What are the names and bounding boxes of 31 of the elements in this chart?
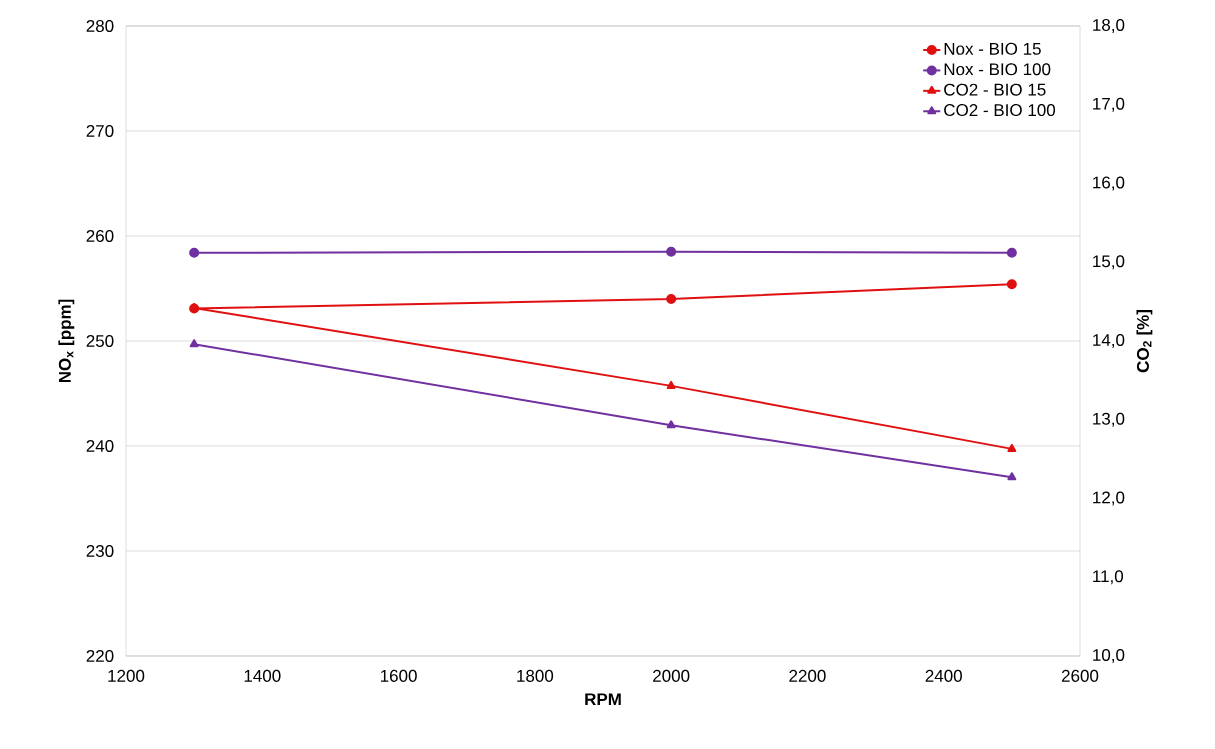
y2-tick-label: 10,0 xyxy=(1093,648,1125,664)
y-tick-label: 270 xyxy=(86,124,114,138)
x-tick-label: 2600 xyxy=(1061,669,1099,682)
y-tick-label: 280 xyxy=(86,19,114,33)
y-axis-title: NO$_{x}$ [ppm] xyxy=(58,299,75,383)
legend-label: Nox - BIO 15 xyxy=(944,42,1041,55)
legend-label: CO2 - BIO 15 xyxy=(944,83,1046,96)
legend-label: CO2 - BIO 100 xyxy=(944,104,1056,117)
y2-tick-label: 11,0 xyxy=(1093,570,1124,585)
y2-axis-title: CO$_{2}$ [%] xyxy=(1136,310,1153,373)
y-tick-label: 260 xyxy=(86,229,114,243)
x-tick-label: 2400 xyxy=(925,669,962,682)
y2-tick-label: 12,0 xyxy=(1093,491,1125,506)
x-tick-label: 2200 xyxy=(789,669,826,682)
y-tick-label: 250 xyxy=(86,334,114,348)
y2-tick-label: 18,0 xyxy=(1093,18,1125,34)
x-tick-label: 2000 xyxy=(653,669,690,682)
y-tick-label: 230 xyxy=(86,544,114,558)
x-tick-label: 1600 xyxy=(380,669,417,682)
y2-tick-label: 15,0 xyxy=(1093,255,1125,270)
y2-tick-label: 13,0 xyxy=(1093,412,1125,427)
x-tick-label: 1200 xyxy=(108,669,145,682)
y-tick-label: 220 xyxy=(86,649,114,663)
y2-tick-label: 16,0 xyxy=(1093,176,1125,191)
y-tick-label: 240 xyxy=(86,439,114,453)
y2-tick-label: 14,0 xyxy=(1093,333,1125,349)
legend-label: Nox - BIO 100 xyxy=(944,63,1051,76)
x-tick-label: 1800 xyxy=(517,669,554,682)
y2-tick-label: 17,0 xyxy=(1093,97,1125,112)
x-tick-label: 1400 xyxy=(244,669,281,682)
x-axis-title: RPM xyxy=(585,693,621,706)
